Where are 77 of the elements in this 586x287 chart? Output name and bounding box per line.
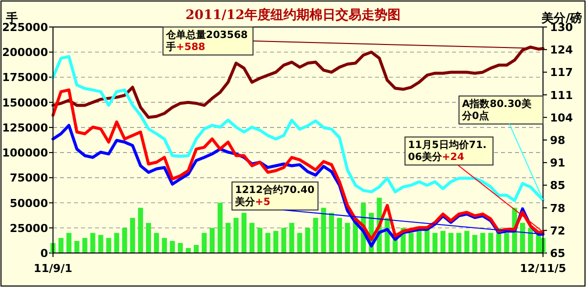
bar <box>416 230 422 253</box>
bar <box>448 232 454 253</box>
y-tick-label: 150000 <box>2 96 48 110</box>
bar <box>281 228 286 253</box>
bar <box>464 230 470 253</box>
bar <box>472 234 478 253</box>
y2-tick-label: 72 <box>550 224 566 238</box>
bar <box>480 232 486 253</box>
bar <box>265 232 270 253</box>
bar <box>273 230 278 253</box>
y-tick-label: 0 <box>40 247 48 260</box>
y2-tick-label: 65 <box>550 247 566 260</box>
bar <box>408 232 414 253</box>
y2-tick-label: 98 <box>550 134 566 147</box>
bar <box>336 218 342 253</box>
bar <box>520 222 526 253</box>
bar <box>504 232 510 253</box>
bar <box>456 232 462 253</box>
y2-tick-label: 124 <box>550 44 574 57</box>
bar <box>234 218 239 253</box>
y2-tick-label: 104 <box>550 111 574 124</box>
bar <box>313 218 318 253</box>
bar <box>202 232 207 253</box>
x-tick-label: 12/11/5 <box>520 262 566 275</box>
bar <box>90 232 96 253</box>
y-tick-label: 125000 <box>2 121 48 134</box>
y-tick-label: 225000 <box>2 21 48 34</box>
bar <box>154 232 159 253</box>
annotation: 仓单总量203568手+588 <box>165 29 248 53</box>
bar <box>178 242 183 253</box>
annotation: 11月5日均价71.06美分+24 <box>408 139 487 163</box>
bar <box>122 228 128 253</box>
bar <box>162 238 167 253</box>
bar <box>528 228 533 253</box>
bar <box>344 222 350 253</box>
bar <box>194 244 199 253</box>
bar <box>488 232 494 253</box>
bar <box>186 248 191 253</box>
bar <box>170 240 175 253</box>
y-tick-label: 200000 <box>2 46 48 60</box>
y2-tick-label: 85 <box>550 179 566 192</box>
y2-tick-label: 111 <box>550 88 573 102</box>
annotation: A指数80.30美分0点 <box>461 98 532 122</box>
bar <box>257 228 262 253</box>
bar <box>66 232 72 253</box>
bar <box>138 208 144 253</box>
y-tick-label: 100000 <box>2 146 48 160</box>
bar <box>297 232 302 253</box>
bar <box>329 212 334 253</box>
bar <box>321 208 326 253</box>
chart-title: 2011/12年度纽约期棉日交易走势图 <box>185 7 401 23</box>
y-tick-label: 25000 <box>10 222 48 235</box>
y2-tick-label: 78 <box>550 202 566 215</box>
bar <box>98 234 104 253</box>
y2-tick-label: 117 <box>550 66 573 80</box>
bar <box>218 202 223 253</box>
bar <box>58 238 64 253</box>
bar <box>114 232 120 253</box>
y2-tick-label: 91 <box>550 156 566 170</box>
bar <box>146 222 151 253</box>
bar <box>242 212 246 253</box>
y-tick-label: 50000 <box>10 196 48 210</box>
y-tick-label: 175000 <box>2 71 48 84</box>
bar <box>106 238 112 253</box>
bar <box>440 230 446 253</box>
bar <box>289 222 294 253</box>
bar <box>74 240 80 253</box>
y-tick-label: 75000 <box>10 172 48 185</box>
bar <box>130 218 136 253</box>
y2-axis-title: 美分/磅 <box>540 11 582 25</box>
bar <box>226 222 231 253</box>
bar <box>432 232 438 253</box>
bar <box>82 238 88 253</box>
bar <box>210 228 215 253</box>
bar <box>249 222 254 253</box>
x-tick-label: 11/9/1 <box>34 262 72 275</box>
bar <box>305 228 310 253</box>
